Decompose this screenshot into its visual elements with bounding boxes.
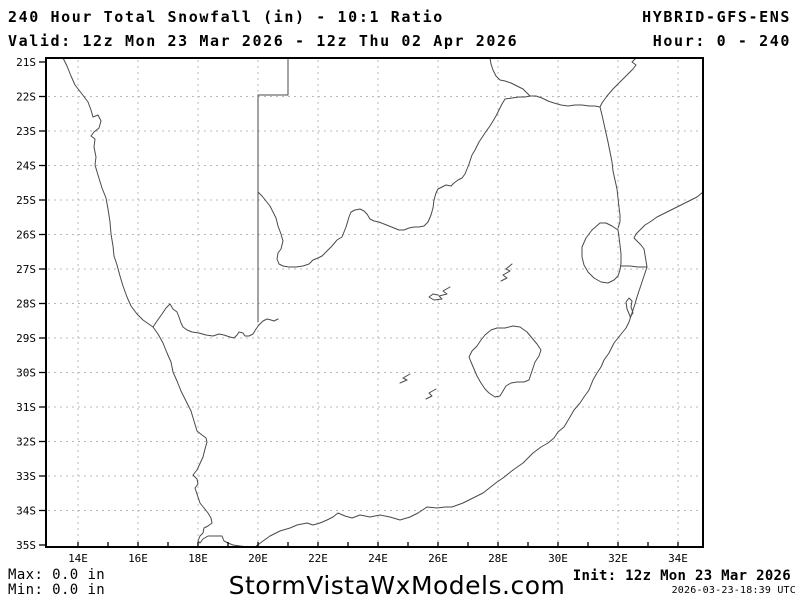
lake-gariep-dam xyxy=(399,373,411,384)
lat-axis-label: 32S xyxy=(16,436,36,449)
lat-axis-label: 25S xyxy=(16,194,36,207)
model-name: HYBRID-GFS-ENS xyxy=(642,8,791,26)
graticule-gridlines xyxy=(48,60,701,545)
lon-axis-label: 32E xyxy=(608,552,628,565)
lon-axis-label: 14E xyxy=(68,552,88,565)
border-southafrica-mozambique-south xyxy=(620,265,648,268)
axis-ticks xyxy=(39,61,679,546)
border-zimbabwe-mozambique xyxy=(599,57,637,108)
lon-axis-label: 20E xyxy=(248,552,268,565)
lat-axis-label: 23S xyxy=(16,125,36,138)
lon-axis-label: 22E xyxy=(308,552,328,565)
lat-axis-label: 34S xyxy=(16,505,36,518)
lat-axis-label: 29S xyxy=(16,332,36,345)
lat-axis-label: 26S xyxy=(16,229,36,242)
lat-axis-label: 33S xyxy=(16,470,36,483)
watermark-text: StormVistaWxModels.com xyxy=(228,571,566,600)
lon-axis-label: 26E xyxy=(428,552,448,565)
init-time-label: Init: 12z Mon 23 Mar 2026 xyxy=(572,568,791,584)
lon-axis-label: 28E xyxy=(488,552,508,565)
lat-axis-label: 27S xyxy=(16,263,36,276)
lon-axis-label: 30E xyxy=(548,552,568,565)
min-value-label: Min: 0.0 in xyxy=(8,582,106,598)
lake-bloemhof-dam xyxy=(428,286,451,301)
lat-axis-label: 28S xyxy=(16,298,36,311)
lake-st-lucia xyxy=(625,297,634,318)
lake-vanderkloof-dam xyxy=(425,388,437,400)
forecast-hour-range: Hour: 0 - 240 xyxy=(652,32,791,50)
lat-axis-label: 22S xyxy=(16,91,36,104)
lat-axis-label: 24S xyxy=(16,160,36,173)
lon-axis-label: 34E xyxy=(668,552,688,565)
lon-axis-label: 18E xyxy=(188,552,208,565)
border-lesotho xyxy=(468,325,542,398)
lon-axis-label: 16E xyxy=(128,552,148,565)
lat-axis-label: 31S xyxy=(16,401,36,414)
lat-axis-label: 21S xyxy=(16,56,36,69)
border-namibia-botswana xyxy=(257,57,289,323)
border-orange-river xyxy=(152,303,279,339)
country-borders xyxy=(62,57,704,548)
lat-axis-label: 35S xyxy=(16,539,36,552)
max-value-label: Max: 0.0 in xyxy=(8,567,106,583)
border-southafrica-mozambique xyxy=(599,106,621,229)
lat-axis-label: 30S xyxy=(16,367,36,380)
lon-axis-label: 24E xyxy=(368,552,388,565)
coastline-southern-africa xyxy=(62,57,704,548)
valid-time-range: Valid: 12z Mon 23 Mar 2026 - 12z Thu 02 … xyxy=(8,32,519,50)
map-frame xyxy=(45,57,704,548)
lake-vaal-dam xyxy=(500,263,513,282)
axis-labels: 14E 16E 18E 20E 22E 24E 26E 28E 30E 32E 34E 21S 22S 2… xyxy=(16,56,688,565)
generation-timestamp: 2026-03-23-18:39 UTC xyxy=(671,585,796,596)
border-botswana-zimbabwe-limpopo xyxy=(489,57,601,108)
product-title: 240 Hour Total Snowfall (in) - 10:1 Rati… xyxy=(8,8,444,26)
border-botswana-southafrica xyxy=(257,95,531,268)
border-eswatini xyxy=(581,222,622,284)
